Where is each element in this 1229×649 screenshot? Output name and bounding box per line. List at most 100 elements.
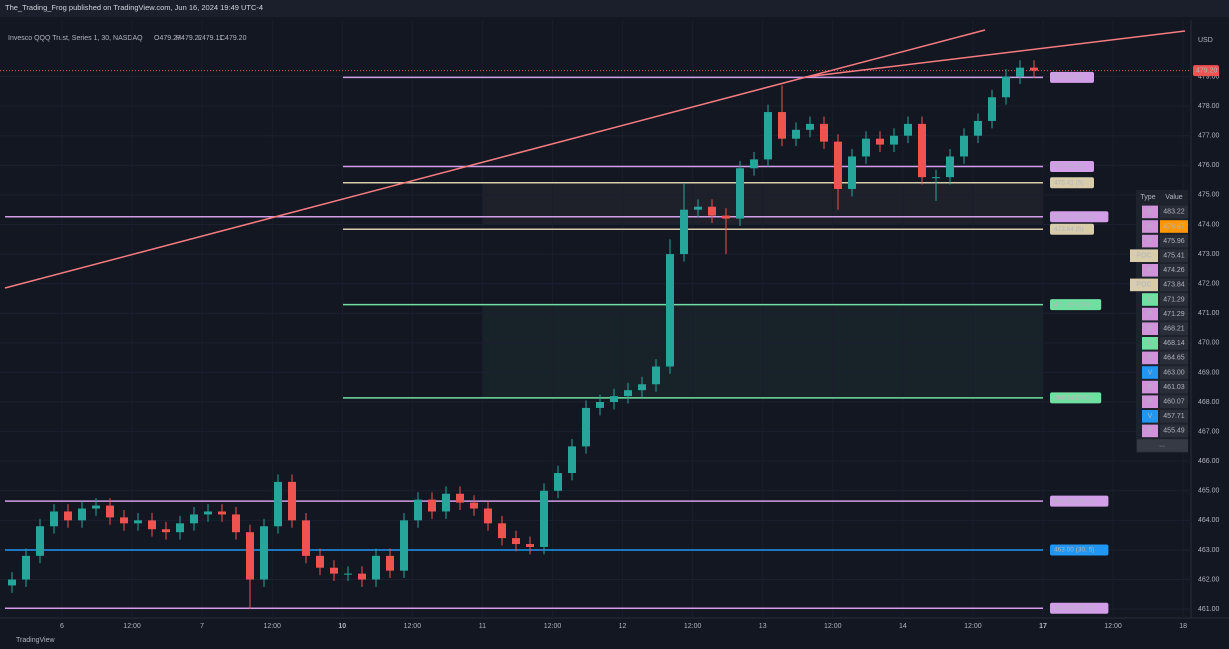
type-badge: [1142, 366, 1158, 379]
candle-body: [190, 514, 198, 524]
type-cell: P: [1148, 209, 1153, 216]
type-badge: [1142, 234, 1158, 248]
type-cell: P: [1148, 428, 1153, 435]
type-cell: P: [1148, 384, 1153, 391]
y-tick-label: 469.00: [1198, 369, 1220, 376]
candle-body: [638, 384, 646, 391]
candle-body: [862, 138, 870, 157]
candle-body: [302, 520, 310, 556]
candle-body: [78, 508, 86, 521]
value-cell: 471.29: [1163, 311, 1185, 318]
last-price: 479.20: [1196, 67, 1218, 74]
candle-body: [890, 135, 898, 145]
y-tick-label: 470.00: [1198, 340, 1220, 347]
symbol-title: Invesco QQQ Trust, Series 1, 30, NASDAQ: [8, 35, 143, 42]
value-bg: [1160, 366, 1188, 379]
value-cell: 460.07: [1163, 399, 1185, 406]
candle-body: [456, 493, 464, 503]
value-bg: [1160, 395, 1188, 408]
level-label-bg: [1050, 223, 1094, 235]
candle-body: [484, 508, 492, 524]
y-tick-label: 465.00: [1198, 488, 1220, 495]
value-bg: [1160, 322, 1188, 335]
candle-body: [36, 526, 44, 556]
value-bg: [1160, 337, 1188, 350]
x-tick-label: 12: [619, 623, 627, 630]
x-tick-label: 13: [759, 623, 767, 630]
ohlc-value: L479.11: [198, 35, 223, 42]
candle-body: [778, 112, 786, 139]
type-badge: [1142, 337, 1158, 350]
level-label: 468.14 (240): [1054, 395, 1091, 402]
value-cell: 473.84: [1163, 282, 1185, 289]
candle-body: [260, 526, 268, 580]
candle-body: [1016, 67, 1024, 77]
type-cell: P: [1148, 326, 1153, 333]
type-badge: [1130, 249, 1158, 262]
trendline: [4, 29, 986, 289]
candle-body: [218, 511, 226, 515]
y-tick-label: 461.00: [1198, 606, 1220, 613]
candle-body: [50, 511, 58, 527]
level-label: 463.00 (30, 5): [1054, 547, 1094, 554]
type-badge: [1142, 307, 1158, 321]
type-cell: G: [1147, 296, 1152, 303]
x-tick-label: 11: [479, 623, 486, 630]
value-cell: 455.49: [1163, 428, 1185, 435]
level-label-bg: [1050, 392, 1102, 404]
value-bg: [1160, 264, 1188, 277]
candle-body: [344, 573, 352, 575]
last-price-bg: [1193, 65, 1219, 77]
candle-body: [974, 120, 982, 136]
type-badge: [1142, 351, 1158, 365]
candle-body: [526, 544, 534, 547]
currency: USD: [1198, 37, 1213, 44]
candle-body: [904, 123, 912, 136]
y-tick-label: 479.00: [1198, 73, 1220, 80]
table-bg: [1136, 190, 1188, 453]
candle-body: [246, 532, 254, 580]
candle-body: [428, 499, 436, 512]
value-bg: [1160, 293, 1188, 306]
candle-body: [722, 215, 730, 219]
candle-body: [204, 511, 212, 515]
value-cell: 483.22: [1163, 209, 1185, 216]
candle-body: [162, 529, 170, 533]
value-bg: [1160, 410, 1188, 423]
candle-body: [764, 112, 772, 160]
y-tick-label: 466.00: [1198, 458, 1220, 465]
level-label-bg: [1050, 211, 1109, 223]
value-bg: [1160, 249, 1188, 262]
type-cell: V: [1148, 369, 1153, 376]
ohlc-value: O479.27: [154, 35, 181, 42]
type-badge: [1142, 424, 1158, 438]
type-badge: [1142, 395, 1158, 408]
candle-body: [792, 129, 800, 139]
value-cell: 471.29: [1163, 296, 1185, 303]
level-label: 475.96 (5): [1054, 163, 1084, 170]
candle-body: [232, 514, 240, 533]
level-label: 478.97 (5): [1054, 74, 1084, 81]
value-cell: 461.03: [1163, 384, 1185, 391]
level-label-bg: [1050, 71, 1094, 83]
level-label-bg: [1050, 160, 1094, 172]
candle-body: [8, 579, 16, 586]
type-cell: P: [1148, 399, 1153, 406]
candle-body: [596, 402, 604, 408]
level-label: 474.26 (30, 5): [1054, 214, 1094, 221]
value-bg: [1160, 205, 1188, 219]
x-tick-label: 12:00: [1104, 623, 1122, 630]
type-cell: P: [1148, 267, 1153, 274]
candle-body: [176, 523, 184, 533]
level-label: 461.03 (90, 5): [1054, 605, 1094, 612]
type-badge: [1142, 322, 1158, 335]
value-cell: 474.26: [1163, 267, 1185, 274]
y-tick-label: 478.00: [1198, 103, 1220, 110]
value-cell: 457.71: [1163, 413, 1185, 420]
candle-body: [358, 573, 366, 580]
candle-body: [372, 555, 380, 580]
candle-body: [288, 481, 296, 521]
x-tick-label: 10: [338, 623, 346, 630]
